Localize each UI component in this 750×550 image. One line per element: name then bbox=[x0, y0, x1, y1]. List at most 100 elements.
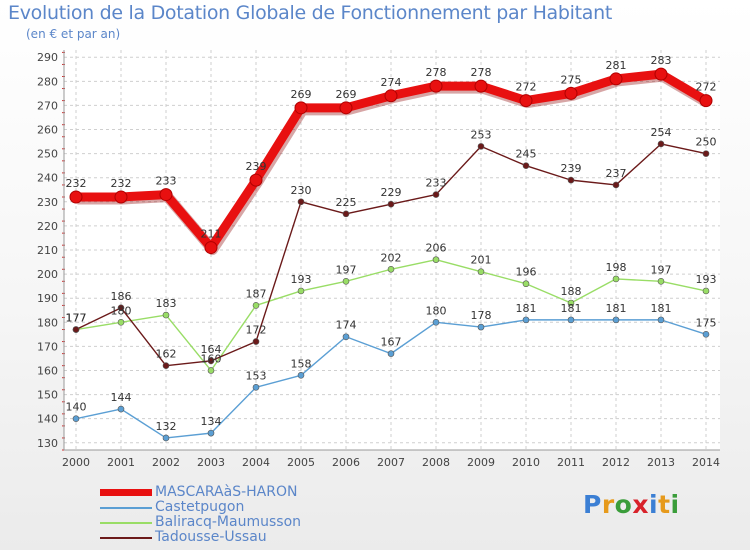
x-tick-label: 2009 bbox=[467, 456, 495, 469]
data-point bbox=[342, 278, 350, 285]
chart-title: Evolution de la Dotation Globale de Fonc… bbox=[8, 2, 613, 24]
logo-letter: i bbox=[670, 490, 680, 519]
proxiti-logo: Proxiti bbox=[583, 490, 680, 519]
data-point bbox=[657, 278, 665, 285]
data-label: 233 bbox=[426, 177, 447, 190]
data-label: 272 bbox=[516, 81, 537, 94]
y-tick-label: 160 bbox=[37, 364, 58, 377]
y-tick-label: 200 bbox=[37, 268, 58, 281]
legend-item-tadousse-ussau: Tadousse-Ussau bbox=[100, 530, 267, 545]
data-label: 211 bbox=[201, 228, 222, 241]
legend-item-castetpugon: Castetpugon bbox=[100, 500, 244, 515]
x-tick-label: 2013 bbox=[647, 456, 675, 469]
legend-label-castetpugon: Castetpugon bbox=[155, 499, 245, 515]
data-label: 274 bbox=[381, 76, 402, 89]
data-point bbox=[339, 101, 353, 115]
data-point bbox=[72, 326, 80, 333]
chart-subtitle: (en € et par an) bbox=[26, 27, 121, 41]
data-point bbox=[117, 318, 125, 326]
data-label: 153 bbox=[246, 369, 267, 382]
y-tick-label: 190 bbox=[37, 292, 58, 305]
data-label: 202 bbox=[381, 251, 402, 264]
data-point bbox=[429, 79, 443, 93]
data-point bbox=[522, 162, 530, 169]
y-tick-label: 290 bbox=[37, 51, 58, 64]
data-label: 253 bbox=[471, 128, 492, 141]
data-point bbox=[297, 372, 305, 379]
data-label: 278 bbox=[426, 66, 447, 79]
x-tick-label: 2011 bbox=[557, 456, 585, 469]
data-label: 193 bbox=[291, 273, 312, 286]
data-point bbox=[612, 181, 620, 189]
data-label: 186 bbox=[111, 290, 132, 303]
data-point bbox=[69, 190, 83, 204]
x-tick-label: 2014 bbox=[692, 456, 720, 469]
data-point bbox=[342, 333, 350, 341]
data-label: 225 bbox=[336, 196, 357, 209]
x-tick-label: 2010 bbox=[512, 456, 540, 469]
data-point bbox=[117, 304, 125, 312]
logo-letter: t bbox=[658, 490, 671, 519]
data-label: 183 bbox=[156, 297, 177, 310]
data-label: 278 bbox=[471, 66, 492, 79]
data-point bbox=[567, 316, 575, 324]
logo-letter: P bbox=[583, 490, 602, 519]
data-point bbox=[252, 302, 260, 309]
data-label: 254 bbox=[651, 126, 672, 139]
x-tick-label: 2012 bbox=[602, 456, 630, 469]
data-point bbox=[162, 311, 170, 319]
data-point bbox=[477, 268, 485, 275]
y-tick-label: 260 bbox=[37, 124, 58, 137]
data-label: 193 bbox=[696, 273, 717, 286]
data-point bbox=[294, 101, 308, 115]
data-label: 160 bbox=[201, 352, 222, 365]
legend-swatch-tadousse-ussau bbox=[100, 536, 152, 539]
y-tick-label: 150 bbox=[37, 389, 58, 402]
data-point bbox=[477, 323, 485, 331]
logo-letter: r bbox=[601, 490, 615, 519]
data-point bbox=[387, 350, 395, 357]
data-label: 134 bbox=[201, 415, 222, 428]
y-tick-label: 270 bbox=[37, 99, 58, 112]
data-label: 181 bbox=[606, 302, 627, 315]
data-label: 245 bbox=[516, 148, 537, 161]
data-label: 178 bbox=[471, 309, 492, 322]
data-label: 162 bbox=[156, 348, 177, 361]
data-label: 197 bbox=[651, 263, 672, 276]
data-point bbox=[207, 357, 215, 365]
data-label: 174 bbox=[336, 319, 357, 332]
data-point bbox=[519, 94, 533, 108]
y-tick-label: 170 bbox=[37, 340, 58, 353]
data-label: 232 bbox=[111, 177, 132, 190]
data-label: 181 bbox=[651, 302, 672, 315]
data-point bbox=[657, 316, 665, 324]
data-label: 283 bbox=[651, 54, 672, 67]
y-tick-label: 280 bbox=[37, 75, 58, 88]
data-point bbox=[432, 256, 440, 263]
x-tick-label: 2003 bbox=[197, 456, 225, 469]
data-label: 132 bbox=[156, 420, 177, 433]
x-tick-label: 2002 bbox=[152, 456, 180, 469]
data-point bbox=[567, 299, 575, 307]
data-point bbox=[567, 176, 575, 184]
legend-swatch-baliracq-maumusson bbox=[100, 521, 152, 524]
data-point bbox=[702, 150, 710, 157]
data-point bbox=[114, 190, 128, 204]
data-label: 230 bbox=[291, 184, 312, 197]
data-point bbox=[297, 198, 305, 206]
data-label: 158 bbox=[291, 357, 312, 370]
logo-letter: i bbox=[649, 490, 659, 519]
x-tick-label: 2000 bbox=[62, 456, 90, 469]
data-label: 172 bbox=[246, 324, 267, 337]
data-label: 177 bbox=[66, 312, 87, 325]
data-point bbox=[252, 384, 260, 391]
data-point bbox=[342, 210, 350, 218]
data-point bbox=[657, 140, 665, 148]
data-point bbox=[72, 415, 80, 422]
data-point bbox=[654, 67, 668, 81]
y-tick-label: 180 bbox=[37, 316, 58, 329]
legend-item-mascaras-haron: MASCARAàS-HARON bbox=[100, 485, 297, 500]
data-label: 188 bbox=[561, 285, 582, 298]
data-point bbox=[387, 200, 395, 208]
